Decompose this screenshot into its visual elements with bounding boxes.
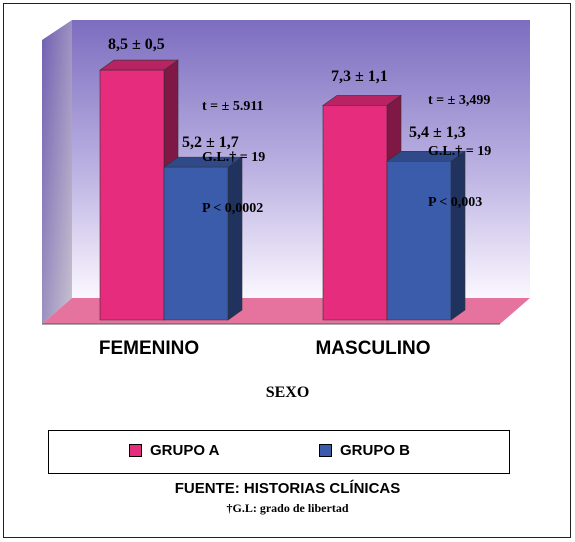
legend-swatch-grupo-b — [319, 444, 332, 457]
bar-grupo-a-masculino-top — [322, 95, 402, 106]
stat-t-masculino: t = ± 3,499 — [428, 93, 491, 108]
stat-t-femenino: t = ± 5.911 — [202, 99, 264, 114]
x-axis-title: SEXO — [265, 384, 310, 401]
footer-source: FUENTE: HISTORIAS CLÍNICAS — [174, 480, 401, 497]
bar-grupo-a-femenino — [99, 69, 165, 321]
value-label-grupo-a-femenino: 8,5 ± 0,5 — [108, 36, 165, 53]
bar-grupo-a-masculino — [322, 105, 388, 321]
value-label-grupo-b-femenino: 5,2 ± 1,7 — [182, 134, 239, 151]
bar-grupo-b-femenino — [163, 166, 229, 321]
stat-annotation-masculino: t = ± 3,499 G.L.† = 19 P < 0,003 — [428, 58, 491, 228]
legend-item-grupo-b: GRUPO B — [319, 442, 410, 459]
stat-annotation-femenino: t = ± 5.911 G.L.† = 19 P < 0,0002 — [202, 64, 265, 234]
stat-gl-masculino: G.L.† = 19 — [428, 144, 492, 159]
value-label-grupo-b-masculino: 5,4 ± 1,3 — [409, 124, 466, 141]
bar-grupo-a-femenino-top — [99, 59, 179, 71]
footer-note: †G.L: grado de libertad — [226, 501, 349, 515]
bars-layer — [99, 59, 466, 321]
legend-label-grupo-b: GRUPO B — [340, 442, 411, 459]
plot-side-wall — [42, 20, 72, 324]
bar-grupo-b-masculino — [386, 160, 452, 321]
stat-p-femenino: P < 0,0002 — [202, 201, 264, 216]
legend-item-grupo-a: GRUPO A — [129, 442, 219, 459]
stat-p-masculino: P < 0,003 — [428, 195, 483, 210]
category-label-femenino: FEMENINO — [98, 338, 200, 359]
stat-gl-femenino: G.L.† = 19 — [202, 150, 266, 165]
category-label-masculino: MASCULINO — [315, 338, 431, 359]
value-label-grupo-a-masculino: 7,3 ± 1,1 — [331, 68, 388, 85]
legend-label-grupo-a: GRUPO A — [150, 442, 220, 459]
chart-legend: GRUPO A GRUPO B — [48, 430, 510, 474]
legend-swatch-grupo-a — [129, 444, 142, 457]
